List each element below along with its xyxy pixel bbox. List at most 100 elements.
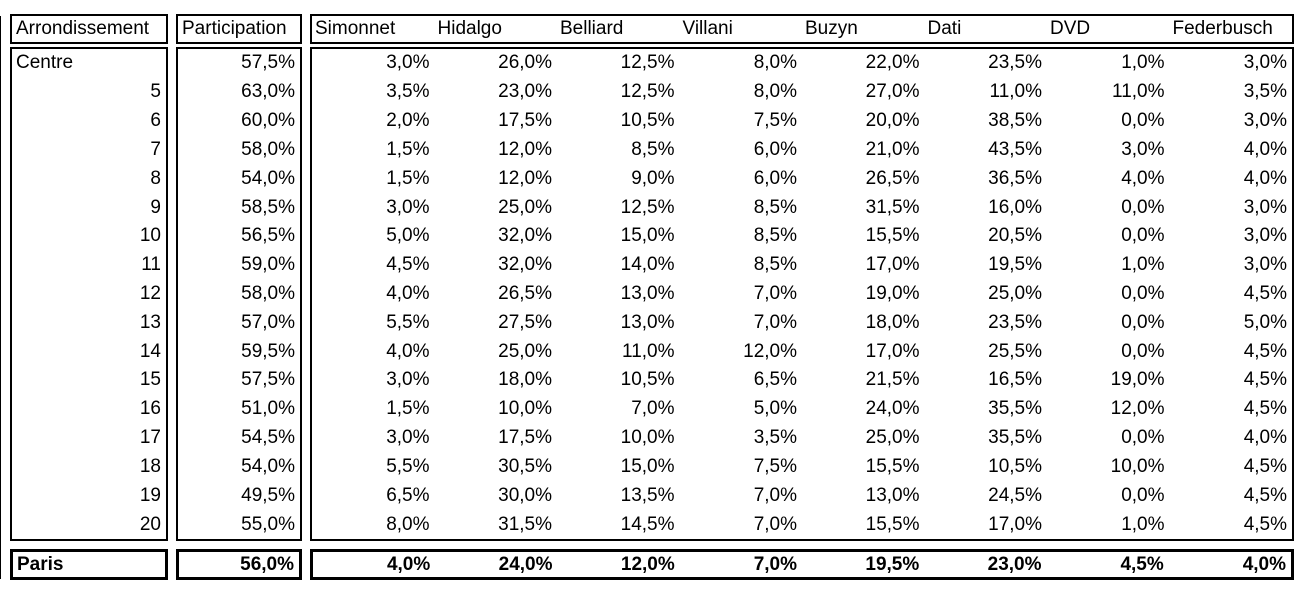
result-cell[interactable]: 4,5% [386, 254, 430, 276]
result-cell[interactable]: 3,0% [1243, 225, 1287, 247]
arrondissement-cell[interactable]: 17 [139, 427, 161, 449]
arrondissement-cell[interactable]: 6 [150, 110, 161, 132]
arrondissement-cell[interactable]: 15 [139, 369, 161, 391]
result-cell[interactable]: 14,5% [620, 513, 675, 535]
result-cell[interactable]: 4,0% [1243, 138, 1287, 160]
result-cell[interactable]: 35,5% [988, 398, 1042, 420]
result-cell[interactable]: 11,0% [1112, 81, 1165, 103]
result-cell[interactable]: 1,0% [1121, 513, 1165, 535]
result-cell[interactable]: 1,5% [386, 167, 430, 189]
result-cell[interactable]: 4,5% [1243, 340, 1287, 362]
result-cell[interactable]: 7,0% [631, 398, 675, 420]
result-cell[interactable]: 13,0% [620, 282, 675, 304]
result-cell[interactable]: 0,0% [1121, 484, 1165, 506]
result-cell[interactable]: 13,5% [620, 484, 675, 506]
result-cell[interactable]: 8,0% [753, 52, 797, 74]
participation-cell[interactable]: 55,0% [241, 513, 295, 535]
result-cell[interactable]: 30,0% [498, 484, 552, 506]
result-cell[interactable]: 12,0% [1110, 398, 1165, 420]
arrondissement-header-cell[interactable]: Arrondissement [10, 14, 168, 44]
result-cell[interactable]: 17,5% [498, 110, 552, 132]
result-cell[interactable]: 18,0% [498, 369, 552, 391]
result-cell[interactable]: 4,0% [1121, 167, 1165, 189]
result-cell[interactable]: 13,0% [865, 484, 920, 506]
participation-cell[interactable]: 57,5% [241, 52, 295, 74]
result-cell[interactable]: 35,5% [988, 427, 1042, 449]
paris-total-result-cell[interactable]: 23,0% [987, 553, 1042, 575]
arrondissement-cell[interactable]: 14 [139, 340, 161, 362]
arrondissement-cell[interactable]: 16 [139, 398, 161, 420]
participation-header-cell[interactable]: Participation [176, 14, 302, 44]
result-cell[interactable]: 31,5% [865, 196, 920, 218]
result-cell[interactable]: 43,5% [988, 138, 1042, 160]
result-cell[interactable]: 30,5% [498, 455, 552, 477]
result-cell[interactable]: 0,0% [1121, 340, 1165, 362]
arrondissement-cell[interactable]: Centre [16, 52, 74, 74]
participation-cell[interactable]: 54,5% [241, 427, 295, 449]
result-cell[interactable]: 25,0% [988, 282, 1042, 304]
result-cell[interactable]: 7,5% [753, 110, 797, 132]
result-cell[interactable]: 21,5% [865, 369, 920, 391]
result-cell[interactable]: 1,5% [386, 398, 430, 420]
result-cell[interactable]: 22,0% [865, 52, 920, 74]
result-cell[interactable]: 17,5% [498, 427, 552, 449]
result-cell[interactable]: 12,5% [620, 196, 675, 218]
result-cell[interactable]: 0,0% [1121, 427, 1165, 449]
arrondissement-cell[interactable]: 7 [150, 138, 161, 160]
paris-total-label-cell[interactable]: Paris [10, 549, 168, 580]
result-cell[interactable]: 6,5% [386, 484, 430, 506]
result-cell[interactable]: 27,5% [498, 311, 552, 333]
result-cell[interactable]: 7,0% [753, 484, 797, 506]
result-cell[interactable]: 6,0% [753, 138, 797, 160]
result-cell[interactable]: 21,0% [865, 138, 920, 160]
result-cell[interactable]: 10,0% [620, 427, 675, 449]
result-cell[interactable]: 17,0% [865, 254, 920, 276]
result-cell[interactable]: 16,0% [988, 196, 1042, 218]
participation-cell[interactable]: 56,5% [241, 225, 295, 247]
participation-cell[interactable]: 63,0% [241, 81, 295, 103]
paris-total-result-cell[interactable]: 7,0% [753, 553, 797, 575]
result-cell[interactable]: 2,0% [386, 110, 430, 132]
result-cell[interactable]: 4,5% [1243, 369, 1287, 391]
result-cell[interactable]: 3,5% [1243, 81, 1287, 103]
result-cell[interactable]: 4,5% [1243, 282, 1287, 304]
candidate-header-dati[interactable]: Dati [927, 18, 962, 39]
result-cell[interactable]: 7,0% [753, 282, 797, 304]
result-cell[interactable]: 0,0% [1121, 196, 1165, 218]
result-cell[interactable]: 3,0% [1243, 196, 1287, 218]
paris-total-result-cell[interactable]: 12,0% [620, 553, 675, 575]
participation-cell[interactable]: 59,5% [241, 340, 295, 362]
result-cell[interactable]: 5,0% [386, 225, 430, 247]
paris-total-participation-cell[interactable]: 56,0% [176, 549, 302, 580]
candidate-header-federbusch[interactable]: Federbusch [1172, 18, 1273, 39]
result-cell[interactable]: 12,0% [743, 340, 797, 362]
result-cell[interactable]: 14,0% [620, 254, 675, 276]
result-cell[interactable]: 8,5% [631, 138, 675, 160]
result-cell[interactable]: 15,5% [865, 225, 920, 247]
participation-cell[interactable]: 51,0% [241, 398, 295, 420]
result-cell[interactable]: 23,5% [988, 311, 1042, 333]
result-cell[interactable]: 3,0% [1243, 254, 1287, 276]
arrondissement-cell[interactable]: 8 [150, 167, 161, 189]
result-cell[interactable]: 4,0% [1243, 167, 1287, 189]
result-cell[interactable]: 10,0% [1110, 455, 1165, 477]
result-cell[interactable]: 3,0% [386, 196, 430, 218]
candidate-header-hidalgo[interactable]: Hidalgo [437, 18, 502, 39]
result-cell[interactable]: 10,5% [620, 110, 675, 132]
paris-total-result-cell[interactable]: 4,0% [1242, 553, 1286, 575]
participation-cell[interactable]: 58,0% [241, 282, 295, 304]
result-cell[interactable]: 3,0% [1121, 138, 1165, 160]
result-cell[interactable]: 26,5% [865, 167, 920, 189]
paris-total-result-cell[interactable]: 24,0% [498, 553, 553, 575]
result-cell[interactable]: 5,0% [1243, 311, 1287, 333]
result-cell[interactable]: 8,5% [753, 225, 797, 247]
result-cell[interactable]: 6,5% [753, 369, 797, 391]
result-cell[interactable]: 32,0% [498, 254, 552, 276]
candidate-header-buzyn[interactable]: Buzyn [805, 18, 858, 39]
participation-cell[interactable]: 59,0% [241, 254, 295, 276]
result-cell[interactable]: 8,5% [753, 196, 797, 218]
result-cell[interactable]: 15,5% [865, 455, 920, 477]
participation-cell[interactable]: 57,5% [241, 369, 295, 391]
result-cell[interactable]: 4,5% [1243, 484, 1287, 506]
result-cell[interactable]: 9,0% [631, 167, 675, 189]
